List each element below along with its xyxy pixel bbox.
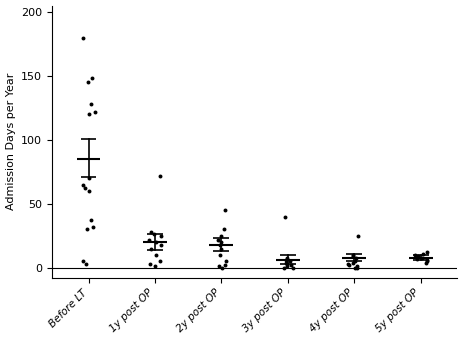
Point <box>423 257 431 263</box>
Point <box>287 262 294 268</box>
Point <box>157 233 164 238</box>
Point <box>82 186 89 191</box>
Point <box>216 242 224 248</box>
Point <box>151 264 159 269</box>
Point <box>150 232 158 237</box>
Point <box>79 35 87 40</box>
Point <box>220 227 227 232</box>
Point <box>84 80 91 85</box>
Point <box>146 261 154 267</box>
Point <box>153 239 160 245</box>
Point <box>411 252 419 258</box>
Point <box>216 252 223 258</box>
Point <box>423 259 431 264</box>
Point <box>157 173 164 178</box>
Point <box>353 264 361 269</box>
Point <box>221 262 229 268</box>
Point <box>221 207 229 213</box>
Point <box>218 246 225 251</box>
Point <box>82 261 89 267</box>
Y-axis label: Admission Days per Year: Admission Days per Year <box>6 73 16 210</box>
Point <box>217 233 225 238</box>
Point <box>85 175 92 181</box>
Point <box>282 260 290 265</box>
Point <box>89 224 96 230</box>
Point <box>352 255 360 260</box>
Point <box>157 242 165 248</box>
Point <box>419 255 426 260</box>
Point <box>284 261 291 267</box>
Point <box>214 237 221 242</box>
Point <box>350 260 357 265</box>
Point <box>350 254 357 259</box>
Point <box>351 265 358 270</box>
Point <box>354 233 361 238</box>
Point <box>351 259 358 264</box>
Point <box>419 251 427 256</box>
Point <box>215 264 223 269</box>
Point <box>345 262 353 268</box>
Point <box>88 101 95 107</box>
Point <box>218 239 225 245</box>
Point <box>145 237 152 242</box>
Point <box>148 229 155 235</box>
Point <box>83 227 91 232</box>
Point <box>282 257 290 263</box>
Point <box>415 254 422 259</box>
Point <box>344 261 351 267</box>
Point <box>152 252 159 258</box>
Point <box>280 265 288 270</box>
Point <box>87 218 94 223</box>
Point <box>423 250 431 255</box>
Point <box>286 259 294 264</box>
Point <box>85 112 93 117</box>
Point <box>157 259 164 264</box>
Point <box>413 256 421 261</box>
Point <box>350 252 357 258</box>
Point <box>283 264 290 269</box>
Point <box>222 259 230 264</box>
Point <box>85 188 92 194</box>
Point <box>281 214 288 219</box>
Point <box>284 255 291 260</box>
Point <box>91 109 99 115</box>
Point <box>88 76 96 81</box>
Point <box>219 265 226 270</box>
Point <box>148 246 155 251</box>
Point <box>290 265 297 270</box>
Point <box>79 182 87 187</box>
Point <box>353 265 361 270</box>
Point <box>79 259 87 264</box>
Point <box>422 260 429 265</box>
